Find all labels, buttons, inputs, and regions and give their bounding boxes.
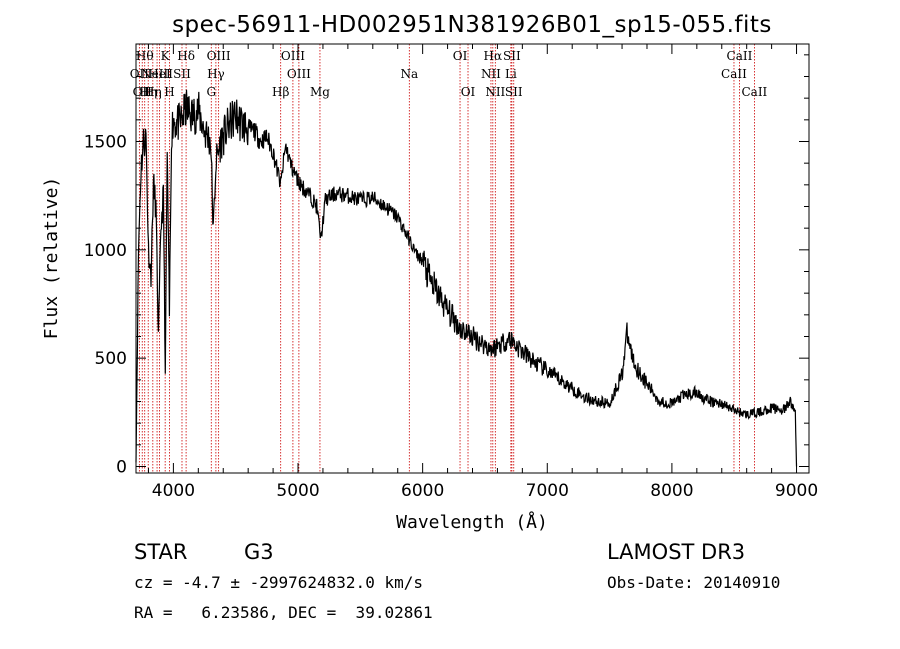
- line-marker-label: CaII: [721, 67, 747, 81]
- line-marker-label: SII: [173, 67, 191, 81]
- line-marker-label: Hβ: [272, 85, 289, 99]
- line-marker-label: OIII: [281, 49, 305, 63]
- y-axis-ticks: 0 500 1000 1500: [84, 54, 809, 478]
- line-marker-label: K: [161, 49, 171, 63]
- line-marker-label: Na: [400, 67, 418, 81]
- line-marker-label: Hθ: [136, 49, 154, 63]
- line-marker-label: OI: [453, 49, 468, 63]
- y-axis-label: Flux (relative): [41, 177, 62, 340]
- line-marker-label: CaII: [741, 85, 767, 99]
- line-marker-label: NII: [485, 85, 505, 99]
- object-class: STAR: [134, 540, 188, 564]
- x-tick-label: 5000: [276, 481, 319, 501]
- obs-date: Obs-Date: 20140910: [607, 573, 781, 592]
- line-marker-label: Li: [505, 67, 517, 81]
- line-marker-label: H: [164, 85, 174, 99]
- survey-name: LAMOST DR3: [607, 540, 746, 564]
- line-marker-label: Mg: [310, 85, 330, 99]
- x-tick-label: 4000: [152, 481, 195, 501]
- spectrum-line: [135, 89, 798, 467]
- y-tick-label: 1500: [84, 133, 127, 153]
- line-marker-label: HeI: [148, 67, 171, 81]
- x-axis-ticks: 4000 5000 6000 7000 8000 9000: [147, 44, 818, 501]
- line-marker-label: OII: [130, 67, 150, 81]
- y-tick-label: 500: [95, 349, 127, 369]
- line-marker-label: Hα: [484, 49, 503, 63]
- chart-title: spec-56911-HD002951N381926B01_sp15-055.f…: [172, 12, 772, 38]
- y-tick-label: 0: [116, 458, 127, 478]
- x-tick-label: 7000: [526, 481, 569, 501]
- line-marker-label: NII: [481, 67, 501, 81]
- x-axis-label: Wavelength (Å): [396, 511, 548, 533]
- y-tick-label: 1000: [84, 241, 127, 261]
- line-marker-label: Hη: [144, 85, 162, 99]
- x-tick-label: 6000: [401, 481, 444, 501]
- line-marker-label: CaII: [727, 49, 753, 63]
- line-marker-label: G: [206, 85, 216, 99]
- line-marker-label: OII: [133, 85, 153, 99]
- line-marker-label: Hγ: [207, 67, 225, 81]
- line-marker-label: OIII: [207, 49, 231, 63]
- line-marker-label: Hη: [139, 85, 157, 99]
- object-subclass: G3: [244, 540, 274, 564]
- line-marker-label: SII: [503, 49, 521, 63]
- line-marker-label: Hδ: [177, 49, 195, 63]
- line-marker-label: OI: [461, 85, 476, 99]
- radec-readout: RA = 6.23586, DEC = 39.02861: [134, 603, 433, 622]
- line-marker-label: NeIII: [141, 67, 173, 81]
- x-tick-label: 9000: [775, 481, 818, 501]
- line-marker-label: SII: [505, 85, 523, 99]
- line-marker-label: OIII: [287, 67, 311, 81]
- x-tick-label: 8000: [650, 481, 693, 501]
- redshift-readout: cz = -4.7 ± -2997624832.0 km/s: [134, 573, 423, 592]
- line-markers: [138, 44, 755, 473]
